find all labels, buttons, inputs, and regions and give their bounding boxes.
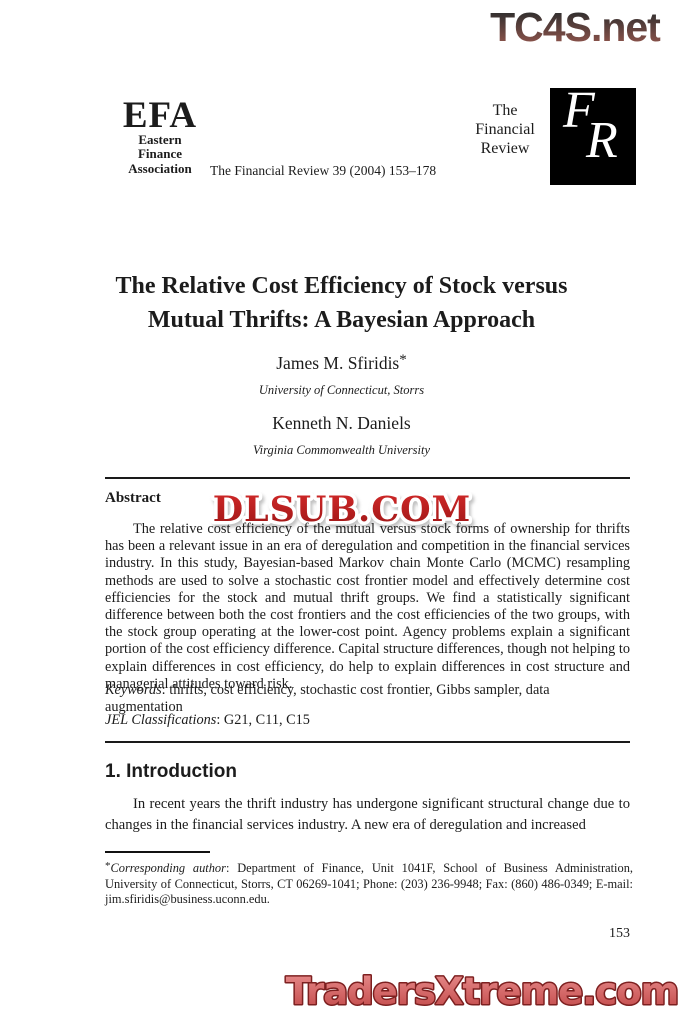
watermark-tc4s-text: TC4S.net	[490, 4, 661, 50]
journal-name-line1: The	[492, 102, 518, 119]
footnote-mark: *	[105, 860, 111, 872]
paper-title: The Relative Cost Efficiency of Stock ve…	[0, 269, 683, 338]
watermark-tc4s: TC4S.net	[490, 4, 662, 50]
fr-logo-letter-r: R	[586, 112, 618, 169]
author-1-affiliation: University of Connecticut, Storrs	[258, 383, 425, 397]
watermark-dlsub-text: DLSUB.COM	[213, 489, 472, 530]
page-number: 153	[609, 926, 630, 941]
intro-paragraph: In recent years the thrift industry has …	[105, 796, 630, 833]
journal-citation: The Financial Review 39 (2004) 153–178	[210, 163, 437, 178]
author-1-text: James M. Sfiridis	[276, 353, 400, 373]
efa-acronym: EFA	[122, 95, 198, 136]
author-1-note-mark: *	[399, 352, 407, 368]
author-2-affiliation: Virginia Commonwealth University	[252, 443, 431, 457]
author-2-text: Kenneth N. Daniels	[272, 413, 411, 433]
jel-line: JEL Classifications: G21, C11, C15	[105, 712, 630, 729]
section-heading-introduction: 1. Introduction	[105, 761, 237, 782]
abstract-bottom-rule	[105, 741, 630, 743]
fr-logo-letter-f: F	[563, 82, 595, 139]
journal-name-line2: Financial	[475, 120, 535, 138]
watermark-tradersxtreme-text: TradersXtreme.com	[286, 970, 678, 1013]
footnote: *Corresponding author: Department of Fin…	[105, 859, 633, 908]
journal-name: The Financial Review	[468, 102, 542, 159]
efa-line3: Association	[128, 160, 192, 176]
abstract-text: The relative cost efficiency of the mutu…	[105, 521, 630, 692]
abstract-heading: Abstract	[105, 490, 161, 506]
keywords-values: : thrifts, cost efficiency, stochastic c…	[105, 682, 550, 715]
footnote-label: Corresponding author	[110, 861, 226, 875]
footnote-rule	[105, 851, 210, 853]
footnote-text: : Department of Finance, Unit 1041F, Sch…	[105, 861, 633, 907]
fr-logo: F R	[550, 82, 636, 185]
jel-values: : G21, C11, C15	[216, 712, 310, 728]
author-name-1: James M. Sfiridis*	[79, 351, 604, 374]
paper-title-line1: The Relative Cost Efficiency of Stock ve…	[115, 273, 568, 299]
jel-label: JEL Classifications	[105, 712, 217, 728]
efa-line2: Finance	[137, 146, 183, 162]
keywords-line: Keywords: thrifts, cost efficiency, stoc…	[105, 682, 630, 716]
watermark-dlsub: DLSUB.COM	[209, 486, 474, 534]
author-name-2: Kenneth N. Daniels	[79, 411, 604, 434]
efa-logo: EFA Eastern Finance Association	[98, 95, 222, 176]
paper-title-line2: Mutual Thrifts: A Bayesian Approach	[147, 307, 536, 334]
keywords-label: Keywords	[105, 682, 162, 698]
authors-block: James M. Sfiridis* University of Connect…	[79, 351, 604, 471]
efa-line1: Eastern	[138, 132, 182, 148]
watermark-tradersxtreme: TradersXtreme.com	[284, 969, 680, 1015]
journal-name-line3: Review	[480, 139, 530, 157]
abstract-top-rule	[105, 477, 630, 479]
